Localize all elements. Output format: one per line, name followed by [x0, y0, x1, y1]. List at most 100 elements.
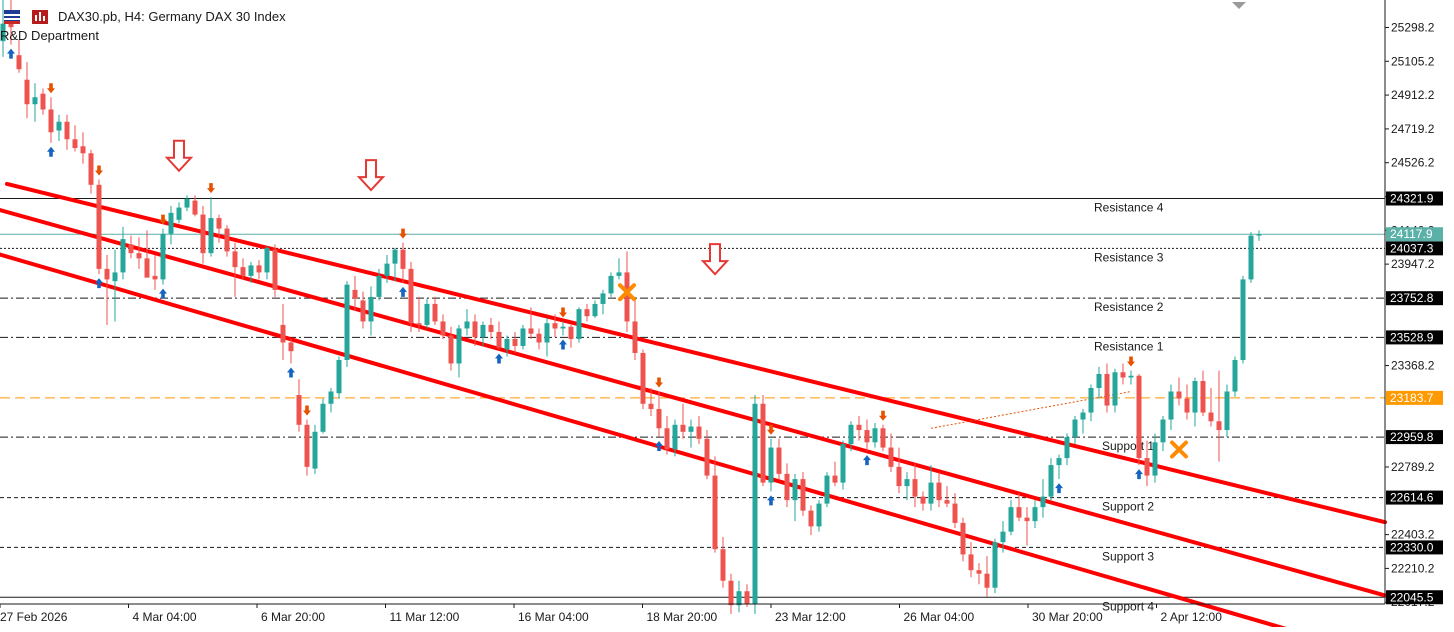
candle-body[interactable] [24, 79, 30, 105]
candle-body[interactable] [104, 268, 110, 280]
candle-body[interactable] [200, 214, 206, 254]
candle-body[interactable] [1176, 391, 1182, 399]
candle-body[interactable] [256, 265, 262, 273]
candle-body[interactable] [680, 424, 686, 432]
candle-body[interactable] [592, 303, 598, 317]
candle-body[interactable] [240, 267, 246, 276]
candle-body[interactable] [768, 447, 774, 483]
candle-body[interactable] [800, 479, 806, 511]
candle-body[interactable] [568, 326, 574, 339]
candle-body[interactable] [1248, 235, 1254, 280]
candle-body[interactable] [408, 268, 414, 324]
candle-body[interactable] [712, 475, 718, 550]
candle-body[interactable] [280, 324, 286, 343]
candle-body[interactable] [824, 475, 830, 504]
candle-body[interactable] [384, 263, 390, 276]
candle-body[interactable] [512, 338, 518, 346]
candle-body[interactable] [48, 109, 54, 133]
candle-body[interactable] [208, 218, 214, 254]
candle-body[interactable] [1016, 507, 1022, 518]
candle-body[interactable] [664, 428, 670, 450]
candle-body[interactable] [40, 93, 46, 110]
candle-body[interactable] [144, 258, 150, 278]
candle-body[interactable] [816, 503, 822, 527]
candle-body[interactable] [136, 253, 142, 259]
candle-body[interactable] [600, 293, 606, 304]
channel-line[interactable] [0, 208, 1387, 598]
candle-body[interactable] [1120, 372, 1126, 378]
candle-body[interactable] [0, 23, 6, 42]
candle-body[interactable] [1160, 419, 1166, 443]
candle-body[interactable] [960, 522, 966, 555]
candle-body[interactable] [288, 342, 294, 352]
candle-body[interactable] [296, 395, 302, 425]
channel-line[interactable] [0, 250, 1385, 632]
candle-body[interactable] [936, 482, 942, 501]
candle-body[interactable] [928, 482, 934, 504]
candle-body[interactable] [96, 184, 102, 269]
candle-body[interactable] [152, 275, 158, 280]
candle-body[interactable] [1096, 373, 1102, 389]
candle-body[interactable] [1192, 381, 1198, 413]
candle-body[interactable] [1208, 412, 1214, 422]
candle-body[interactable] [1232, 359, 1238, 392]
candle-body[interactable] [832, 475, 838, 483]
candle-body[interactable] [88, 153, 94, 185]
candle-body[interactable] [504, 338, 510, 350]
candle-body[interactable] [248, 265, 254, 276]
candle-body[interactable] [792, 479, 798, 501]
candle-body[interactable] [56, 121, 62, 131]
candle-body[interactable] [1144, 458, 1150, 476]
candle-body[interactable] [496, 331, 502, 348]
candle-body[interactable] [1168, 391, 1174, 420]
candle-body[interactable] [1136, 375, 1142, 459]
chart-type-icon[interactable] [32, 10, 48, 24]
candle-body[interactable] [552, 323, 558, 329]
candle-body[interactable] [112, 272, 118, 282]
candle-body[interactable] [944, 500, 950, 504]
candle-body[interactable] [344, 284, 350, 360]
candle-body[interactable] [544, 323, 550, 343]
candle-body[interactable] [32, 97, 38, 105]
candle-body[interactable] [1080, 412, 1086, 420]
candle-body[interactable] [264, 247, 270, 273]
candle-body[interactable] [1000, 531, 1006, 543]
candle-body[interactable] [424, 303, 430, 325]
candle-body[interactable] [1088, 388, 1094, 413]
candle-body[interactable] [440, 321, 446, 336]
candle-body[interactable] [160, 233, 166, 280]
candle-body[interactable] [1184, 398, 1190, 413]
candle-body[interactable] [480, 324, 486, 338]
candle-body[interactable] [64, 121, 70, 140]
candle-body[interactable] [808, 510, 814, 527]
candle-body[interactable] [168, 212, 174, 234]
candle-body[interactable] [488, 324, 494, 332]
candle-body[interactable] [1056, 458, 1062, 466]
flag-icon[interactable] [4, 10, 20, 24]
candle-body[interactable] [1040, 496, 1046, 508]
candle-body[interactable] [368, 296, 374, 322]
candle-body[interactable] [520, 328, 526, 346]
candle-body[interactable] [224, 228, 230, 252]
candle-body[interactable] [304, 424, 310, 467]
candle-body[interactable] [416, 323, 422, 325]
candle-body[interactable] [1216, 421, 1222, 431]
candle-body[interactable] [720, 549, 726, 581]
candle-body[interactable] [968, 554, 974, 571]
candle-body[interactable] [856, 424, 862, 431]
candle-body[interactable] [232, 251, 238, 268]
candle-body[interactable] [432, 303, 438, 322]
candle-body[interactable] [896, 466, 902, 487]
candle-body[interactable] [1008, 507, 1014, 532]
candle-body[interactable] [776, 447, 782, 474]
candle-body[interactable] [864, 430, 870, 443]
candle-body[interactable] [472, 321, 478, 338]
candle-body[interactable] [952, 503, 958, 523]
candle-body[interactable] [640, 352, 646, 404]
candle-body[interactable] [376, 275, 382, 297]
candle-body[interactable] [848, 424, 854, 445]
candle-body[interactable] [624, 272, 630, 322]
candle-body[interactable] [1128, 375, 1134, 378]
